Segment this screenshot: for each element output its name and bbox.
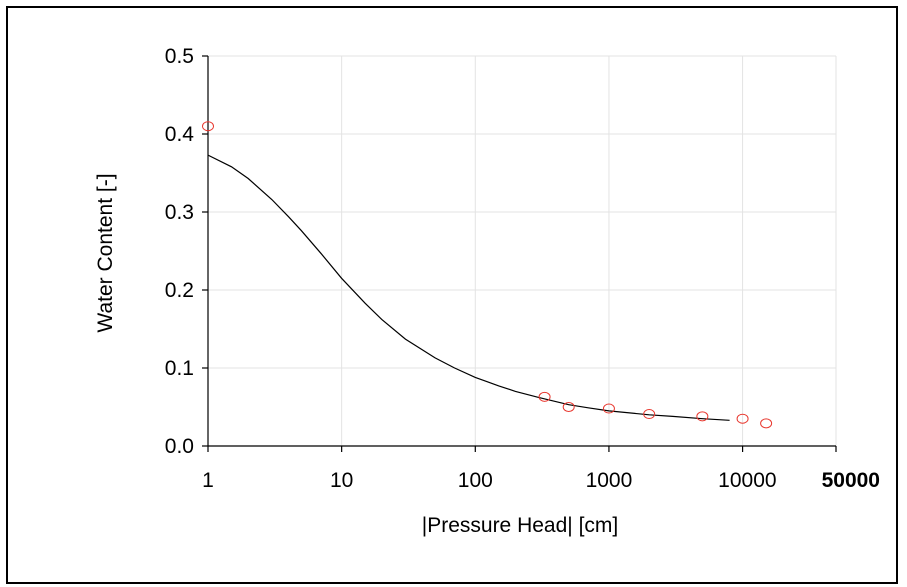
data-point <box>562 402 575 412</box>
y-tick-label: 0.4 <box>165 123 195 146</box>
data-point <box>602 403 615 414</box>
y-tick-label: 0.1 <box>165 357 194 380</box>
x-tick-label: 10 <box>330 469 353 492</box>
fitted-curve <box>207 154 730 421</box>
axes <box>207 56 836 447</box>
x-axis-label: |Pressure Head| [cm] <box>422 514 618 537</box>
y-tick-label: 0.0 <box>165 435 194 458</box>
x-tick-label: 100 <box>458 469 493 492</box>
x-tick-label: 1000 <box>586 469 633 492</box>
chart-frame <box>6 6 898 584</box>
data-point <box>696 411 709 422</box>
y-axis-label: Water Content [-] <box>94 173 117 332</box>
data-point <box>643 409 656 420</box>
fitted-curve-layer <box>207 154 730 421</box>
y-tick-label: 0.3 <box>165 201 194 224</box>
x-tick-label: 10000 <box>718 469 776 492</box>
x-tick-label: 50000 <box>822 469 880 492</box>
grid <box>208 55 837 446</box>
data-point <box>202 121 214 132</box>
y-tick-label: 0.5 <box>165 45 194 68</box>
data-point <box>736 413 749 424</box>
data-points-layer <box>202 121 773 429</box>
ticks: 0.0 0.1 0.2 0.3 0.4 0.5 1 10 100 1000 10000 50000 <box>165 45 880 492</box>
x-tick-label: 1 <box>202 469 214 492</box>
data-point <box>760 418 773 429</box>
y-tick-label: 0.2 <box>165 279 194 302</box>
data-point <box>538 391 551 402</box>
